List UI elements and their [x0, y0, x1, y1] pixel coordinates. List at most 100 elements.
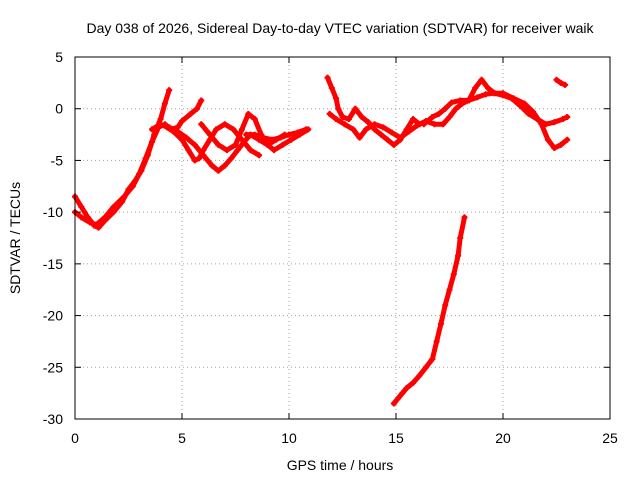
data-point: [429, 113, 436, 120]
data-point: [238, 126, 245, 133]
data-point: [448, 99, 455, 106]
data-point: [442, 105, 449, 112]
data-point: [378, 131, 385, 138]
data-point: [446, 286, 453, 293]
data-point: [399, 390, 406, 397]
data-point: [268, 136, 275, 143]
plot-border: [74, 56, 611, 420]
data-point: [149, 126, 156, 133]
x-axis-title: GPS time / hours: [287, 457, 394, 473]
data-point: [465, 97, 472, 104]
data-point: [371, 121, 378, 128]
data-point: [193, 105, 200, 112]
data-point: [564, 113, 571, 120]
data-point: [243, 131, 250, 138]
data-point: [557, 79, 564, 86]
data-point: [191, 157, 198, 164]
data-point: [251, 116, 258, 123]
data-point: [288, 136, 295, 143]
data-point: [472, 85, 479, 92]
data-point: [534, 116, 541, 123]
data-point: [339, 113, 346, 120]
data-point: [241, 138, 248, 145]
data-point: [517, 102, 524, 109]
data-point: [380, 124, 387, 131]
data-series-9: [420, 90, 571, 128]
data-point: [328, 85, 335, 92]
data-point: [86, 219, 93, 226]
data-point: [420, 121, 427, 128]
data-point: [431, 121, 438, 128]
grid-layer: [75, 57, 610, 419]
data-point: [187, 110, 194, 117]
x-tick-label: 5: [178, 430, 186, 446]
data-point: [429, 356, 436, 363]
y-tick-label: 5: [55, 49, 63, 65]
data-point: [232, 141, 239, 148]
data-point: [206, 131, 213, 138]
y-tick-label: -5: [51, 152, 64, 168]
data-point: [179, 118, 185, 125]
y-tick-label: -15: [43, 256, 63, 272]
data-point: [157, 121, 164, 128]
data-point: [326, 110, 333, 117]
data-point: [157, 116, 164, 123]
chart-title: Day 038 of 2026, Sidereal Day-to-day VTE…: [86, 20, 594, 36]
data-point: [433, 338, 440, 345]
data-point: [435, 110, 442, 117]
data-point: [183, 134, 190, 141]
data-point: [251, 131, 258, 138]
data-point: [215, 141, 222, 148]
y-tick-label: -20: [43, 308, 63, 324]
data-point: [388, 129, 395, 136]
data-point: [221, 162, 228, 169]
y-tick-label: -10: [43, 204, 63, 220]
axes-layer: [74, 56, 611, 420]
data-point: [384, 136, 391, 143]
data-point: [333, 116, 340, 123]
data-point: [166, 124, 173, 131]
series-trace: [391, 214, 467, 406]
data-point: [215, 167, 222, 174]
y-tick-label: -30: [43, 411, 63, 427]
data-point: [457, 235, 464, 241]
data-series-10: [553, 76, 569, 88]
data-point: [256, 152, 263, 159]
data-point: [365, 119, 372, 126]
data-point: [559, 116, 566, 123]
data-point: [221, 121, 228, 128]
data-point: [110, 203, 117, 210]
data-point: [482, 91, 489, 98]
data-point: [450, 271, 457, 278]
data-point: [437, 320, 444, 327]
y-tick-label: 0: [55, 101, 63, 117]
data-point: [149, 138, 156, 145]
data-point: [166, 87, 173, 94]
data-point: [228, 155, 235, 162]
data-point: [352, 105, 359, 112]
data-point: [446, 113, 453, 120]
data-point: [185, 147, 192, 154]
data-point: [491, 90, 498, 97]
data-points-layer: [72, 74, 571, 407]
data-point: [397, 134, 404, 141]
data-point: [277, 134, 284, 141]
data-point: [271, 147, 278, 154]
data-point: [551, 145, 558, 152]
data-point: [174, 128, 181, 135]
data-point: [551, 119, 558, 126]
data-point: [390, 141, 397, 148]
data-point: [564, 136, 571, 143]
data-point: [553, 76, 560, 83]
data-point: [457, 97, 464, 104]
data-point: [333, 95, 340, 102]
data-point: [461, 214, 468, 221]
data-point: [442, 302, 449, 309]
data-point: [485, 85, 492, 92]
data-point: [121, 193, 128, 200]
data-point: [452, 105, 459, 112]
data-point: [422, 364, 429, 371]
